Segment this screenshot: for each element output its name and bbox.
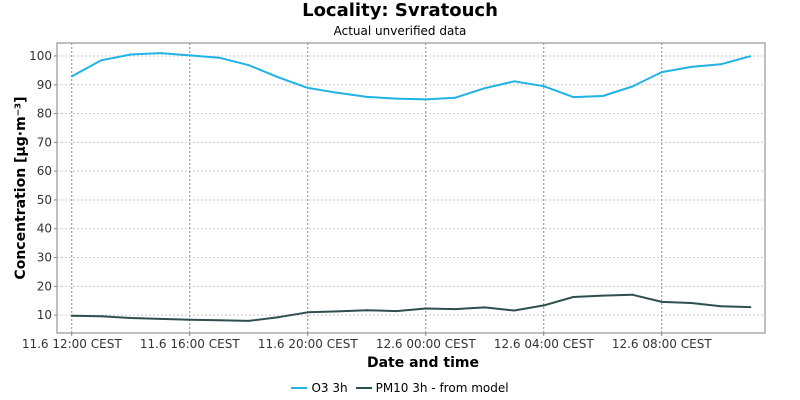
series-1-point [306,86,309,89]
series-1-point [572,96,575,99]
legend-item-2[interactable]: PM10 3h - from model [355,381,509,395]
chart-subtitle: Actual unverified data [333,24,467,38]
series-2-point [424,307,427,310]
series-2-point [336,310,339,313]
legend: O3 3h PM10 3h - from model [0,381,800,395]
series-1-point [690,65,693,68]
series-1-point [424,98,427,101]
series-1-point [336,91,339,94]
series-1-point [218,56,221,59]
series-2-point [100,315,103,318]
series-1-point [660,71,663,74]
x-tick-label: 11.6 12:00 CEST [22,337,123,351]
series-1-point [601,95,604,97]
y-tick-label: 70 [37,135,52,149]
y-tick-label: 20 [37,279,52,293]
y-tick-label: 100 [29,49,52,63]
series-2-point [70,314,73,317]
series-2-point [395,310,398,313]
series-line-1 [71,52,751,101]
series-2-point [365,309,368,312]
axes: 10 20 30 40 50 60 70 80 90 100 11.6 12:00 CEST 11.6… [22,49,713,351]
series-2-point [749,306,752,309]
series-1-point [159,52,162,55]
series-1-point [542,85,545,88]
series-2-point [247,319,250,322]
series-2-point [188,318,191,321]
legend-swatch [291,386,308,389]
grid [57,43,765,333]
series-2-point [660,300,663,303]
series-1-point [513,80,516,83]
y-tick-label: 60 [37,164,52,178]
series-1-point [483,87,486,90]
series-line-2 [71,293,751,322]
series-1-point [719,63,722,66]
legend-swatch [355,386,372,389]
series-1-point [631,85,634,88]
x-tick-label: 11.6 20:00 CEST [258,337,359,351]
y-axis-label: Concentration [µg·m⁻³] [13,96,29,279]
y-tick-label: 50 [37,193,52,207]
x-tick-label: 12.6 08:00 CEST [612,337,713,351]
series-2-point [306,311,309,314]
series [70,52,752,322]
series-2-point [631,293,634,296]
legend-label: PM10 3h - from model [375,381,509,395]
series-1-point [100,59,103,62]
x-tick-label: 11.6 16:00 CEST [140,337,241,351]
series-2-point [277,316,280,319]
series-2-point [690,302,693,304]
series-1-point [70,75,73,78]
legend-label: O3 3h [311,381,348,395]
series-2-point [129,317,132,319]
y-tick-label: 40 [37,222,52,236]
series-2-point [513,309,516,312]
series-1-point [129,53,132,56]
series-2-point [542,304,545,307]
series-1-point [188,54,191,57]
series-1-point [749,55,752,58]
x-axis-label: Date and time [367,355,479,371]
y-tick-label: 30 [37,251,52,265]
y-tick-label: 90 [37,78,52,92]
series-2-point [218,319,221,322]
series-2-point [572,296,575,298]
chart-title: Locality: Svratouch [302,0,498,21]
series-2-point [454,308,457,311]
series-1-point [277,76,280,79]
series-1-point [247,64,250,67]
x-tick-label: 12.6 04:00 CEST [494,337,595,351]
y-tick-label: 10 [37,308,52,322]
series-2-point [719,305,722,308]
series-2-point [601,294,604,297]
legend-item-1[interactable]: O3 3h [291,381,348,395]
plot-area [56,42,766,334]
series-1-point [365,95,368,98]
series-2-point [483,306,486,309]
y-tick-label: 80 [37,107,52,121]
series-1-point [454,96,457,99]
series-1-point [395,97,398,100]
x-tick-label: 12.6 00:00 CEST [376,337,477,351]
series-2-point [159,317,162,320]
